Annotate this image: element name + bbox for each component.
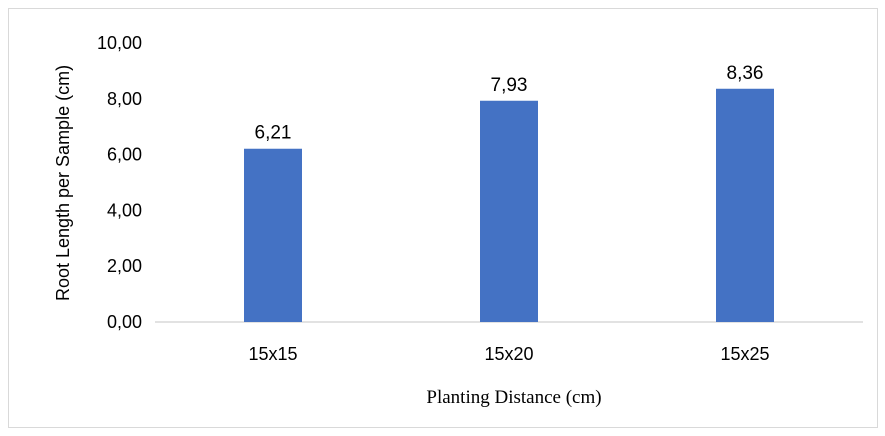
x-tick-label: 15x20 xyxy=(484,344,533,364)
x-tick-label: 15x15 xyxy=(248,344,297,364)
y-tick-label: 2,00 xyxy=(107,256,142,276)
x-tick-label: 15x25 xyxy=(720,344,769,364)
bar xyxy=(716,88,774,322)
bars: 6,21 7,93 8,36 xyxy=(244,63,774,323)
x-axis-label: Planting Distance (cm) xyxy=(426,387,601,408)
y-axis-ticks: 0,00 2,00 4,00 6,00 8,00 10,00 xyxy=(97,33,142,332)
y-tick-label: 10,00 xyxy=(97,33,142,53)
bar-data-label: 7,93 xyxy=(491,75,528,96)
x-axis-ticks: 15x15 15x20 15x25 xyxy=(248,344,769,364)
y-tick-label: 0,00 xyxy=(107,312,142,332)
bar xyxy=(244,148,302,322)
y-axis-label: Root Length per Sample (cm) xyxy=(53,65,73,301)
bar-data-label: 6,21 xyxy=(255,123,292,144)
bar xyxy=(480,100,538,323)
bar-data-label: 8,36 xyxy=(727,63,764,84)
y-tick-label: 4,00 xyxy=(107,200,142,220)
y-tick-label: 6,00 xyxy=(107,145,142,165)
y-tick-label: 8,00 xyxy=(107,89,142,109)
